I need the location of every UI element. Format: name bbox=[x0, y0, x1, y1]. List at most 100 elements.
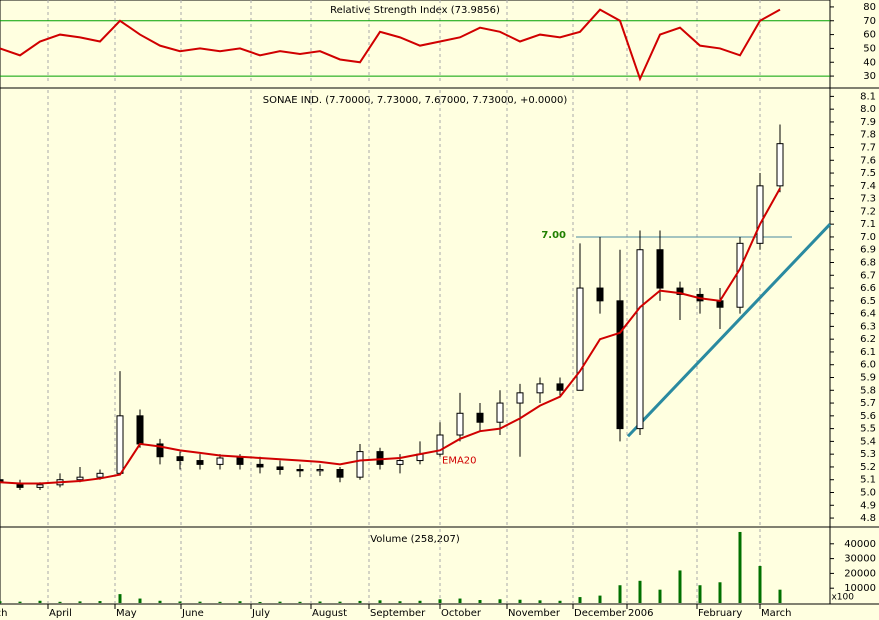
y-tick-label: 7.3 bbox=[860, 194, 876, 205]
volume-bar bbox=[178, 601, 182, 603]
y-tick-label: 7.8 bbox=[860, 130, 876, 141]
y-tick-label: 7.9 bbox=[860, 117, 876, 128]
volume-bar bbox=[738, 531, 742, 603]
volume-bar bbox=[198, 601, 202, 603]
candle-body bbox=[356, 451, 364, 478]
volume-bar bbox=[318, 601, 322, 603]
volume-bar bbox=[718, 582, 722, 603]
x-tick-label: September bbox=[370, 608, 426, 619]
candle-body bbox=[156, 443, 164, 458]
volume-bar bbox=[658, 589, 662, 603]
y-tick-label: 10000 bbox=[844, 583, 876, 594]
volume-bar bbox=[498, 599, 502, 603]
y-tick-label: 5.8 bbox=[860, 385, 876, 396]
y-tick-label: 5.2 bbox=[860, 462, 876, 473]
volume-bar bbox=[558, 600, 562, 603]
volume-bar bbox=[678, 570, 682, 603]
volume-bar bbox=[98, 601, 102, 603]
y-tick-label: 5.3 bbox=[860, 449, 876, 460]
candle-body bbox=[276, 466, 284, 471]
y-tick-label: 5.4 bbox=[860, 436, 876, 447]
volume-bar bbox=[278, 601, 282, 603]
y-tick-label: 6.8 bbox=[860, 258, 876, 269]
candle-body bbox=[496, 402, 504, 423]
x-tick-label: October bbox=[441, 608, 482, 619]
volume-bar bbox=[438, 599, 442, 603]
x-tick-label: July bbox=[251, 608, 270, 619]
reference-label: 7.00 bbox=[541, 230, 566, 241]
x-tick-label: August bbox=[312, 608, 347, 619]
candle-body bbox=[656, 249, 664, 289]
y-tick-label: 6.3 bbox=[860, 321, 876, 332]
volume-bar bbox=[518, 599, 522, 603]
volume-bar bbox=[138, 598, 142, 603]
y-tick-label: 50 bbox=[863, 43, 876, 54]
y-tick-label: 6.6 bbox=[860, 283, 876, 294]
y-tick-label: 40000 bbox=[844, 539, 876, 550]
y-tick-label: 30000 bbox=[844, 554, 876, 565]
panel-title: Relative Strength Index (73.9856) bbox=[330, 5, 500, 16]
candle-body bbox=[616, 300, 624, 430]
y-tick-label: 5.1 bbox=[860, 475, 876, 486]
y-tick-label: 6.5 bbox=[860, 296, 876, 307]
candle-body bbox=[196, 460, 204, 465]
x-tick-label: March bbox=[0, 608, 7, 619]
volume-bar bbox=[638, 580, 642, 603]
candle-body bbox=[256, 463, 264, 468]
y-tick-label: 7.0 bbox=[860, 232, 876, 243]
candle-body bbox=[396, 460, 404, 465]
y-tick-label: 5.6 bbox=[860, 411, 876, 422]
volume-bar bbox=[298, 601, 302, 603]
candle-body bbox=[456, 412, 464, 436]
candle-body bbox=[676, 287, 684, 295]
y-tick-label: 8.0 bbox=[860, 104, 876, 115]
x-tick-label: November bbox=[508, 608, 561, 619]
candle-body bbox=[636, 249, 644, 430]
candle-body bbox=[376, 451, 384, 465]
volume-bar bbox=[78, 601, 82, 603]
y-tick-label: 6.4 bbox=[860, 309, 876, 320]
volume-bar bbox=[758, 566, 762, 603]
y-tick-label: 5.7 bbox=[860, 398, 876, 409]
candle-body bbox=[596, 287, 604, 302]
volume-bar bbox=[18, 601, 22, 603]
y-tick-label: 6.7 bbox=[860, 270, 876, 281]
candle-body bbox=[176, 456, 184, 462]
y-tick-label: 6.1 bbox=[860, 347, 876, 358]
y-tick-label: 7.1 bbox=[860, 219, 876, 230]
panel-title: Volume (258,207) bbox=[370, 534, 460, 545]
candle-body bbox=[76, 476, 84, 481]
candle-body bbox=[96, 472, 104, 478]
volume-bar bbox=[118, 594, 122, 603]
y-tick-label: 6.9 bbox=[860, 245, 876, 256]
y-tick-label: 6.2 bbox=[860, 334, 876, 345]
volume-bar bbox=[538, 600, 542, 603]
volume-bar bbox=[478, 600, 482, 603]
volume-bar bbox=[218, 601, 222, 603]
y-tick-label: 7.5 bbox=[860, 168, 876, 179]
x-tick-label: December bbox=[574, 608, 627, 619]
volume-bar bbox=[398, 601, 402, 603]
y-tick-label: 6.0 bbox=[860, 360, 876, 371]
candle-body bbox=[136, 415, 144, 445]
volume-bar bbox=[258, 601, 262, 603]
candle-body bbox=[576, 287, 584, 391]
volume-bar bbox=[618, 585, 622, 603]
y-tick-label: 7.7 bbox=[860, 143, 876, 154]
candle-body bbox=[516, 392, 524, 404]
y-tick-label: 40 bbox=[863, 57, 876, 68]
y-tick-label: 70 bbox=[863, 16, 876, 27]
volume-bar bbox=[698, 585, 702, 603]
y-tick-label: 8.1 bbox=[860, 91, 876, 102]
candle-body bbox=[0, 479, 4, 483]
volume-bar bbox=[238, 601, 242, 603]
rsi-line bbox=[0, 8, 781, 82]
candle-body bbox=[116, 415, 124, 474]
volume-bar bbox=[458, 598, 462, 603]
y-tick-label: 5.5 bbox=[860, 424, 876, 435]
panel-title: SONAE IND. (7.70000, 7.73000, 7.67000, 7… bbox=[263, 95, 568, 106]
y-tick-label: 4.8 bbox=[860, 513, 876, 524]
candle-body bbox=[336, 469, 344, 478]
x-tick-label: February bbox=[698, 608, 742, 619]
plot-frame bbox=[0, 0, 831, 605]
